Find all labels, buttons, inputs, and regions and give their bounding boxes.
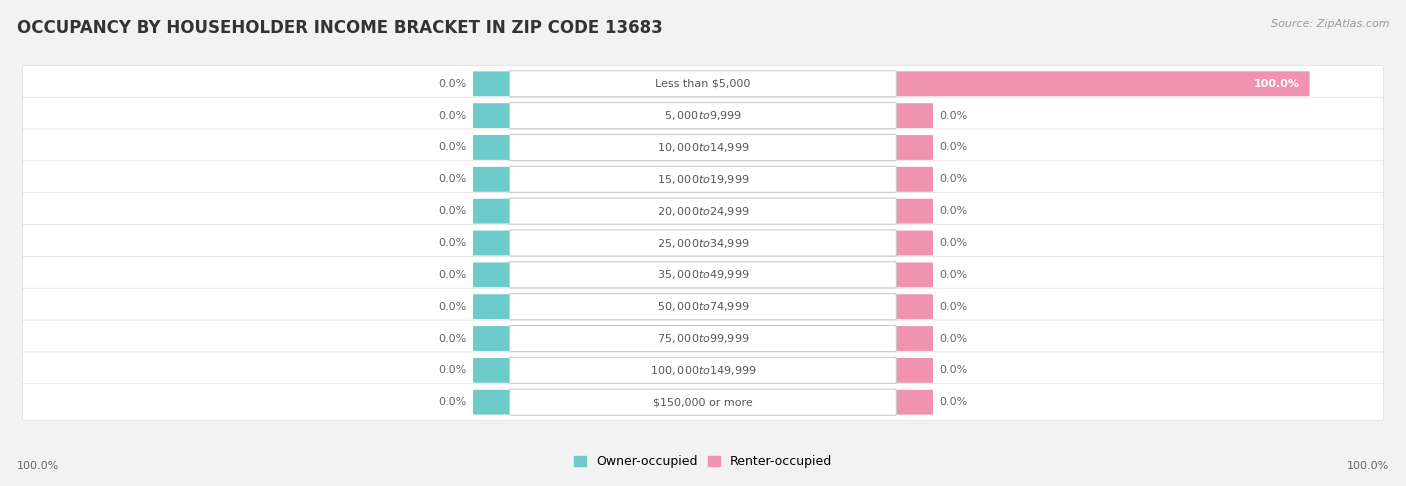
FancyBboxPatch shape — [22, 225, 1384, 261]
Text: $20,000 to $24,999: $20,000 to $24,999 — [657, 205, 749, 218]
FancyBboxPatch shape — [896, 262, 934, 287]
Text: 0.0%: 0.0% — [439, 397, 467, 407]
FancyBboxPatch shape — [896, 71, 1309, 96]
FancyBboxPatch shape — [472, 167, 510, 192]
Text: 0.0%: 0.0% — [939, 142, 967, 153]
FancyBboxPatch shape — [896, 358, 934, 383]
FancyBboxPatch shape — [896, 390, 934, 415]
FancyBboxPatch shape — [472, 262, 510, 287]
FancyBboxPatch shape — [472, 135, 510, 160]
Text: 0.0%: 0.0% — [939, 174, 967, 184]
Text: 0.0%: 0.0% — [439, 206, 467, 216]
FancyBboxPatch shape — [509, 357, 897, 383]
Legend: Owner-occupied, Renter-occupied: Owner-occupied, Renter-occupied — [568, 450, 838, 473]
FancyBboxPatch shape — [22, 320, 1384, 357]
Text: 0.0%: 0.0% — [939, 302, 967, 312]
Text: $50,000 to $74,999: $50,000 to $74,999 — [657, 300, 749, 313]
FancyBboxPatch shape — [472, 326, 510, 351]
FancyBboxPatch shape — [22, 65, 1384, 102]
Text: 0.0%: 0.0% — [939, 270, 967, 280]
Text: Less than $5,000: Less than $5,000 — [655, 79, 751, 89]
Text: 0.0%: 0.0% — [439, 238, 467, 248]
FancyBboxPatch shape — [509, 262, 897, 288]
Text: 0.0%: 0.0% — [439, 365, 467, 375]
FancyBboxPatch shape — [472, 103, 510, 128]
Text: 0.0%: 0.0% — [439, 111, 467, 121]
FancyBboxPatch shape — [509, 198, 897, 224]
FancyBboxPatch shape — [472, 390, 510, 415]
Text: 0.0%: 0.0% — [939, 238, 967, 248]
FancyBboxPatch shape — [896, 326, 934, 351]
Text: 0.0%: 0.0% — [939, 111, 967, 121]
FancyBboxPatch shape — [509, 103, 897, 129]
FancyBboxPatch shape — [896, 167, 934, 192]
FancyBboxPatch shape — [22, 352, 1384, 389]
FancyBboxPatch shape — [509, 389, 897, 415]
Text: 0.0%: 0.0% — [439, 79, 467, 89]
FancyBboxPatch shape — [22, 384, 1384, 421]
Text: $15,000 to $19,999: $15,000 to $19,999 — [657, 173, 749, 186]
FancyBboxPatch shape — [509, 166, 897, 192]
FancyBboxPatch shape — [509, 230, 897, 256]
Text: 0.0%: 0.0% — [439, 142, 467, 153]
FancyBboxPatch shape — [509, 71, 897, 97]
Text: 0.0%: 0.0% — [439, 333, 467, 344]
Text: Source: ZipAtlas.com: Source: ZipAtlas.com — [1271, 19, 1389, 30]
FancyBboxPatch shape — [22, 192, 1384, 229]
FancyBboxPatch shape — [22, 129, 1384, 166]
FancyBboxPatch shape — [472, 71, 510, 96]
Text: 0.0%: 0.0% — [939, 333, 967, 344]
Text: 100.0%: 100.0% — [17, 461, 59, 471]
Text: 0.0%: 0.0% — [439, 302, 467, 312]
FancyBboxPatch shape — [22, 257, 1384, 294]
FancyBboxPatch shape — [896, 294, 934, 319]
FancyBboxPatch shape — [509, 326, 897, 351]
Text: $75,000 to $99,999: $75,000 to $99,999 — [657, 332, 749, 345]
Text: 0.0%: 0.0% — [439, 270, 467, 280]
Text: 0.0%: 0.0% — [939, 365, 967, 375]
FancyBboxPatch shape — [896, 103, 934, 128]
Text: $100,000 to $149,999: $100,000 to $149,999 — [650, 364, 756, 377]
FancyBboxPatch shape — [896, 135, 934, 160]
FancyBboxPatch shape — [22, 97, 1384, 134]
FancyBboxPatch shape — [472, 230, 510, 256]
FancyBboxPatch shape — [896, 230, 934, 256]
Text: 100.0%: 100.0% — [1347, 461, 1389, 471]
FancyBboxPatch shape — [472, 358, 510, 383]
FancyBboxPatch shape — [22, 288, 1384, 325]
FancyBboxPatch shape — [472, 199, 510, 224]
Text: 0.0%: 0.0% — [939, 206, 967, 216]
Text: 0.0%: 0.0% — [939, 397, 967, 407]
Text: $25,000 to $34,999: $25,000 to $34,999 — [657, 237, 749, 249]
FancyBboxPatch shape — [896, 199, 934, 224]
Text: $35,000 to $49,999: $35,000 to $49,999 — [657, 268, 749, 281]
FancyBboxPatch shape — [22, 161, 1384, 198]
FancyBboxPatch shape — [509, 135, 897, 160]
Text: 100.0%: 100.0% — [1254, 79, 1301, 89]
Text: $150,000 or more: $150,000 or more — [654, 397, 752, 407]
Text: OCCUPANCY BY HOUSEHOLDER INCOME BRACKET IN ZIP CODE 13683: OCCUPANCY BY HOUSEHOLDER INCOME BRACKET … — [17, 19, 662, 37]
Text: $5,000 to $9,999: $5,000 to $9,999 — [664, 109, 742, 122]
Text: 0.0%: 0.0% — [439, 174, 467, 184]
FancyBboxPatch shape — [509, 294, 897, 320]
FancyBboxPatch shape — [472, 294, 510, 319]
Text: $10,000 to $14,999: $10,000 to $14,999 — [657, 141, 749, 154]
